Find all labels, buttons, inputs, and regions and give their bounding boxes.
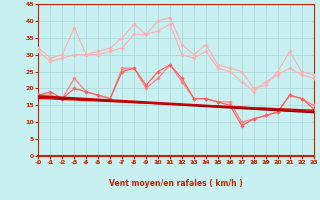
X-axis label: Vent moyen/en rafales ( km/h ): Vent moyen/en rafales ( km/h ) [109,179,243,188]
